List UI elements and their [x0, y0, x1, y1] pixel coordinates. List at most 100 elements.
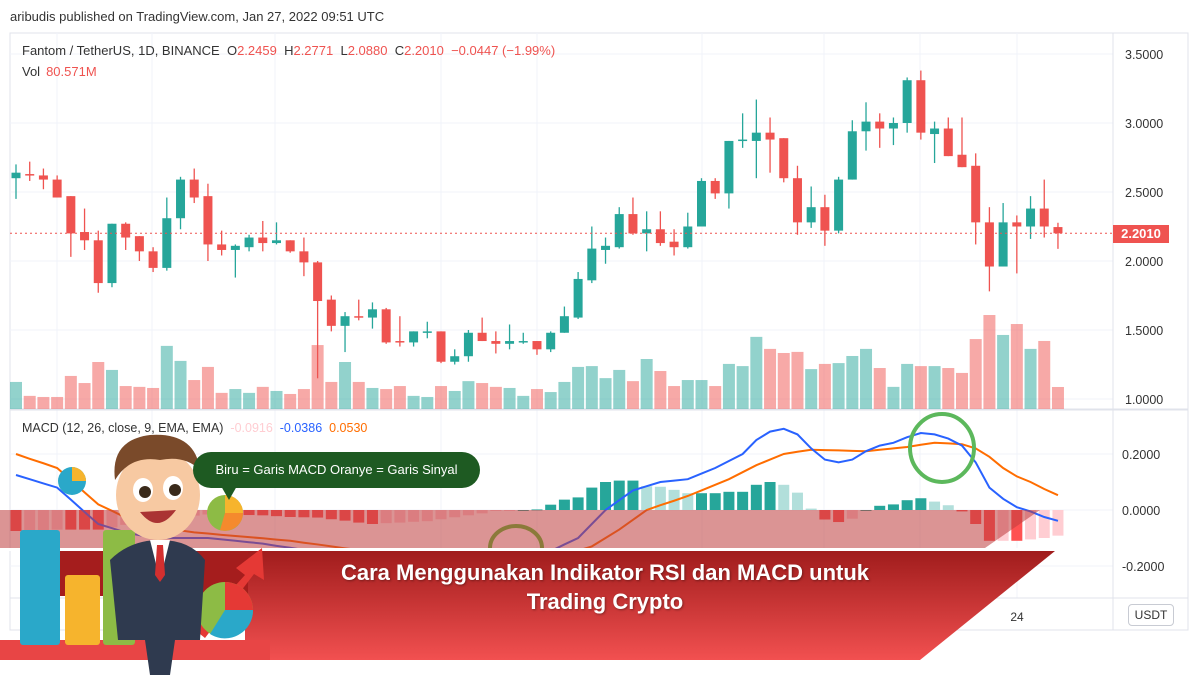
histogram-bar: [586, 487, 598, 510]
macd-legend: MACD (12, 26, close, 9, EMA, EMA) -0.091…: [22, 421, 367, 435]
volume-bar: [352, 381, 365, 409]
volume-bar: [201, 366, 214, 409]
volume-bar: [901, 363, 914, 409]
candle-body: [409, 331, 419, 343]
volume-bar: [188, 380, 201, 409]
candle-body: [244, 237, 254, 248]
candle-body: [381, 309, 391, 343]
volume-label[interactable]: Vol: [22, 64, 41, 79]
volume-bar: [722, 363, 735, 409]
volume-bar: [366, 387, 379, 409]
volume-bar: [914, 366, 927, 409]
candle-body: [532, 341, 542, 350]
change-value: −0.0447 (−1.99%): [451, 43, 556, 58]
macd-axis-ticks: 0.2000 0.0000 -0.2000: [1122, 448, 1164, 574]
volume-bar: [174, 360, 187, 409]
bar-blue-icon: [20, 530, 60, 645]
volume-bar: [599, 378, 612, 409]
currency-button[interactable]: USDT: [1128, 604, 1174, 626]
volume-bar: [1024, 348, 1037, 409]
volume-bar: [764, 348, 777, 409]
candle-body: [847, 131, 857, 180]
volume-bar: [750, 336, 763, 409]
face: [116, 450, 200, 540]
macd-tick-label: 0.0000: [1122, 504, 1160, 518]
candle-body: [217, 244, 227, 250]
candle-body: [134, 236, 144, 252]
volume-bar: [229, 389, 242, 409]
highlight-circle: [908, 412, 976, 484]
candle-body: [1039, 208, 1049, 227]
candle-body: [436, 331, 446, 362]
symbol-legend: Fantom / TetherUS, 1D, BINANCE O2.2459 H…: [22, 43, 555, 58]
volume-bar: [92, 362, 105, 409]
macd-signal-value: 0.0530: [329, 421, 368, 435]
low-label: L: [340, 43, 348, 58]
histogram-bar: [641, 486, 653, 510]
histogram-bar: [723, 491, 735, 510]
volume-bar: [1038, 340, 1051, 409]
title-banner: [245, 551, 1055, 660]
candle-body: [1012, 222, 1022, 227]
volume-bar: [380, 389, 393, 409]
volume-bar: [695, 380, 708, 409]
candle-body: [162, 218, 172, 268]
published-info: aribudis published on TradingView.com, J…: [10, 9, 385, 24]
histogram-bar: [613, 480, 625, 510]
macd-tick-label: -0.2000: [1122, 560, 1164, 574]
volume-bar: [681, 380, 694, 409]
volume-bar: [407, 395, 420, 409]
candle-body: [601, 245, 611, 250]
candle-body: [38, 175, 48, 180]
candle-body: [875, 121, 885, 129]
candle-body: [450, 356, 460, 362]
close-label: C: [394, 43, 405, 58]
banner-title: Cara Menggunakan Indikator RSI dan MACD …: [280, 558, 930, 616]
candle-body: [957, 154, 967, 168]
candle-body: [395, 341, 405, 343]
candle-body: [820, 207, 830, 231]
volume-bar: [160, 345, 173, 409]
candle-body: [463, 332, 473, 357]
candle-body: [107, 223, 117, 284]
volume-bar: [585, 366, 598, 409]
last-price-label: 2.2010: [1113, 225, 1169, 243]
candle-body: [148, 251, 158, 268]
volume-bar: [654, 371, 667, 409]
candle-body: [710, 180, 720, 194]
candle-body: [888, 123, 898, 129]
macd-indicator-label[interactable]: MACD (12, 26, close, 9, EMA, EMA): [22, 421, 224, 435]
close-value: 2.2010: [404, 43, 444, 58]
candlesticks: [11, 70, 1063, 379]
volume-bar: [64, 375, 77, 409]
candle-body: [422, 331, 432, 333]
title-line-2: Trading Crypto: [526, 589, 684, 614]
open-label: O: [226, 43, 238, 58]
volume-bar: [626, 381, 639, 409]
volume-bar: [284, 393, 297, 409]
histogram-bar: [778, 484, 790, 510]
histogram-bar: [1052, 510, 1064, 536]
symbol-name[interactable]: Fantom / TetherUS, 1D, BINANCE: [22, 43, 220, 58]
candle-body: [258, 237, 268, 244]
candle-body: [121, 223, 131, 238]
volume-bar: [37, 396, 50, 409]
speech-bubble: Biru = Garis MACD Oranye = Garis Sinyal: [193, 452, 480, 500]
volume-bar: [256, 386, 269, 409]
candle-body: [642, 229, 652, 234]
candle-body: [11, 172, 21, 179]
macd-line-value: -0.0386: [279, 421, 323, 435]
candle-body: [285, 240, 295, 252]
candle-body: [614, 214, 624, 248]
histogram-bar: [791, 492, 803, 510]
candle-body: [518, 341, 528, 343]
low-value: 2.0880: [347, 43, 388, 58]
volume-bar: [78, 383, 91, 409]
candle-body: [792, 178, 802, 223]
candle-body: [354, 316, 364, 318]
volume-bar: [503, 387, 516, 409]
price-tick-label: 1.0000: [1125, 393, 1163, 407]
high-label: H: [284, 43, 294, 58]
volume-bar: [51, 396, 64, 409]
